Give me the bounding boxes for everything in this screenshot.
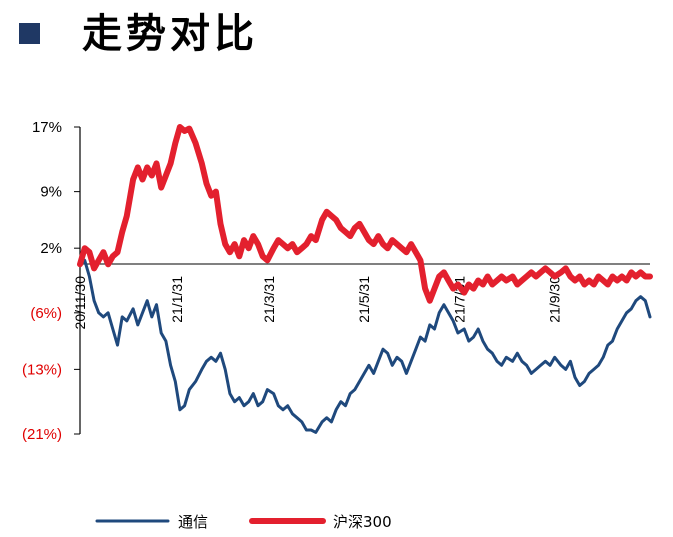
series-lines (77, 124, 653, 434)
y-tick-label: (6%) (30, 305, 62, 322)
legend-label: 沪深300 (333, 513, 392, 531)
x-tick-label: 20/11/30 (72, 276, 88, 330)
page-title: 走势对比 (82, 10, 258, 57)
y-axis: 17% 9% 2% (6%) (13%) (21%) (22, 119, 650, 443)
x-tick-label: 21/3/31 (261, 276, 277, 323)
x-tick-label: 21/5/31 (356, 276, 372, 323)
title-marker-square (19, 23, 40, 44)
series-line-hs300 (77, 124, 653, 304)
y-tick-label: 9% (40, 184, 62, 201)
y-tick-label: 2% (40, 240, 62, 257)
legend: 通信 沪深300 (95, 513, 392, 531)
legend-label: 通信 (178, 513, 208, 531)
y-tick-label: 17% (32, 119, 62, 136)
y-tick-label: (13%) (22, 361, 62, 378)
y-tick-label: (21%) (22, 426, 62, 443)
x-tick-label: 21/9/30 (547, 276, 563, 323)
x-tick-label: 21/1/31 (169, 276, 185, 323)
series-line-tongxin (78, 258, 652, 434)
